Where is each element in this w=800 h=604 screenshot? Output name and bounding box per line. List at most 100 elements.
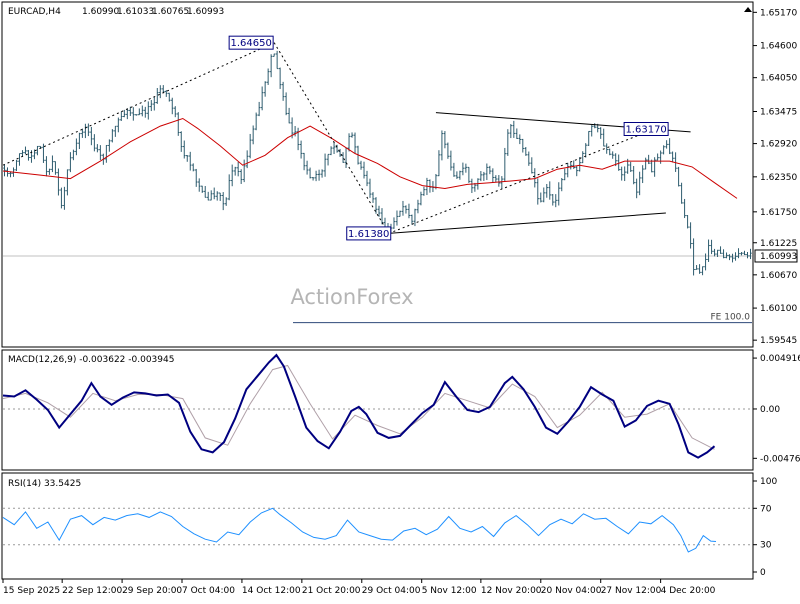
price-bar	[365, 170, 369, 187]
price-bar	[488, 165, 492, 175]
price-bar	[302, 152, 306, 171]
price-bar	[641, 165, 644, 184]
price-bar	[638, 171, 641, 196]
price-bar	[560, 178, 564, 192]
price-bar	[581, 151, 585, 164]
price-bar	[605, 143, 608, 154]
price-bar	[632, 166, 635, 185]
price-bar	[593, 123, 597, 129]
price-bar	[311, 177, 315, 181]
price-bar	[566, 162, 570, 178]
rsi-axis-label: 70	[760, 504, 772, 514]
time-axis-label: 27 Nov 12:00	[601, 586, 662, 596]
price-bar	[126, 108, 129, 120]
price-bar	[392, 217, 396, 229]
price-bar	[144, 106, 147, 118]
price-bar	[36, 145, 39, 156]
price-bar	[698, 264, 701, 274]
price-bar	[257, 101, 261, 117]
price-bar	[323, 153, 327, 177]
price-bar	[158, 85, 162, 99]
price-bar	[635, 178, 638, 199]
price-bar	[96, 144, 99, 153]
price-bar	[15, 159, 18, 172]
price-bar	[524, 146, 528, 156]
price-bar	[491, 168, 495, 183]
price-bar	[536, 178, 540, 205]
price-bar	[90, 126, 93, 146]
price-bar	[530, 157, 534, 174]
collapse-arrow-icon[interactable]	[744, 7, 752, 12]
price-bar	[722, 249, 725, 259]
time-axis-label: 14 Oct 12:00	[242, 586, 301, 596]
rsi-line	[2, 507, 717, 553]
price-annotation: 1.63170	[623, 122, 669, 136]
price-bar	[467, 166, 471, 183]
price-bar	[209, 190, 213, 201]
price-axis-label: 1.60670	[760, 271, 797, 281]
price-bar	[194, 168, 198, 187]
price-bar	[63, 186, 66, 210]
price-bar	[147, 101, 150, 120]
price-axis-label: 1.64050	[760, 74, 797, 84]
price-bar	[539, 192, 543, 203]
price-bar	[203, 186, 207, 198]
price-bar	[138, 108, 141, 116]
price-bar	[308, 167, 312, 179]
price-annotation: 1.64650	[228, 35, 274, 50]
price-bar	[182, 140, 186, 159]
price-bar	[410, 214, 414, 225]
price-bar	[275, 50, 279, 70]
price-bar	[66, 169, 69, 196]
price-bar	[371, 192, 375, 203]
price-bar	[251, 125, 255, 145]
price-bar	[485, 163, 489, 181]
macd-panel-frame	[1, 349, 754, 471]
price-bar	[644, 157, 647, 170]
price-bar	[191, 163, 195, 172]
price-bar	[75, 138, 78, 156]
price-bar	[368, 178, 372, 198]
macd-panel: 0.004916 0.00 -0.004768 MACD(12,26,9) -0.0…	[1, 349, 800, 471]
price-bar	[725, 252, 728, 259]
price-bar	[233, 166, 237, 176]
price-bar	[114, 125, 117, 137]
price-bar	[54, 161, 57, 175]
price-bar	[743, 250, 746, 256]
price-bar	[707, 239, 710, 262]
price-bar	[575, 166, 579, 177]
price-bar	[197, 178, 201, 192]
current-price-tag	[754, 249, 798, 263]
price-axis: 1.65170 1.64600 1.64050 1.63475 1.62920 1.623…	[753, 8, 798, 346]
price-bar	[482, 171, 486, 181]
price-bar	[578, 157, 582, 172]
price-bar	[111, 129, 114, 143]
macd-header: MACD(12,26,9) -0.003622 -0.003945	[8, 355, 174, 365]
price-bar	[479, 171, 483, 182]
price-axis-label: 1.60100	[760, 304, 797, 314]
price-bar	[141, 105, 144, 117]
price-bar	[18, 153, 21, 166]
price-axis-label: 1.63475	[760, 108, 797, 118]
price-axis-label: 1.64600	[760, 42, 797, 52]
price-header-close: 1.60993	[187, 7, 224, 17]
price-bar	[176, 112, 180, 136]
price-bar	[93, 134, 96, 152]
price-bar	[404, 205, 408, 214]
price-bar	[440, 130, 444, 161]
price-bar	[398, 210, 402, 217]
price-bar	[155, 87, 159, 104]
price-bar	[350, 132, 354, 138]
price-bar	[443, 131, 447, 149]
price-bar	[81, 128, 84, 138]
price-bar	[422, 186, 426, 196]
price-bar	[548, 181, 552, 200]
price-bar	[150, 100, 153, 112]
price-bar	[108, 139, 111, 152]
price-bar	[692, 238, 695, 276]
price-bar	[563, 168, 567, 181]
price-header-open: 1.60990	[82, 7, 119, 17]
price-bar	[494, 175, 498, 183]
macd-line	[2, 353, 716, 459]
